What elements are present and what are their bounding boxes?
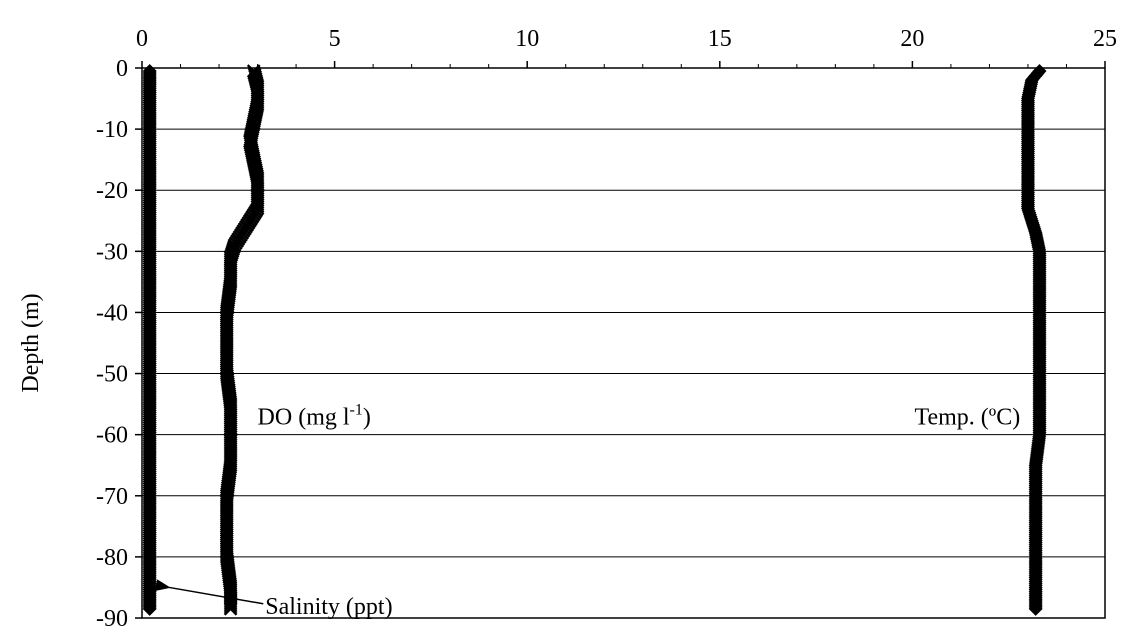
y-tick-label: -20	[96, 178, 128, 204]
y-tick-label: -80	[96, 545, 128, 571]
x-tick-label: 20	[900, 26, 924, 52]
data-point-do	[223, 600, 238, 614]
series-temp	[1020, 64, 1047, 616]
series-label-temp: Temp. (ºC)	[915, 404, 1021, 430]
data-point-salinity	[142, 601, 157, 616]
y-tick-label: 0	[116, 56, 128, 82]
series-do	[219, 64, 265, 616]
series-layer	[142, 64, 1047, 616]
series-salinity	[142, 64, 157, 616]
y-tick-label: -70	[96, 484, 128, 510]
data-point-temp	[1028, 601, 1043, 616]
y-tick-label: -30	[96, 239, 128, 265]
y-tick-label: -40	[96, 300, 128, 326]
y-axis-title: Depth (m)	[18, 293, 44, 392]
labels: Depth (m) DO (mg l-1) Temp. (ºC) Salinity …	[18, 293, 1020, 619]
gridlines	[142, 128, 1105, 558]
x-tick-label: 25	[1093, 26, 1117, 52]
y-tick-label: -50	[96, 362, 128, 388]
salinity-arrow	[154, 579, 264, 605]
plot-area	[141, 67, 1106, 619]
axis-ticks: 0 -10 -20 -30 -40 -50 -60 -70 -80 -90 0 5 10 15 20 25	[96, 26, 1117, 632]
series-label-salinity: Salinity (ppt)	[265, 594, 392, 620]
x-tick-label: 0	[136, 26, 148, 52]
y-tick-label: -60	[96, 423, 128, 449]
y-tick-label: -10	[96, 117, 128, 143]
data-point-do	[223, 598, 238, 612]
series-label-do: DO (mg l-1)	[258, 401, 371, 430]
x-tick-label: 5	[329, 26, 341, 52]
y-tick-label: -90	[96, 606, 128, 632]
x-tick-label: 10	[515, 26, 539, 52]
x-tick-label: 15	[708, 26, 732, 52]
data-point-do	[223, 601, 238, 616]
